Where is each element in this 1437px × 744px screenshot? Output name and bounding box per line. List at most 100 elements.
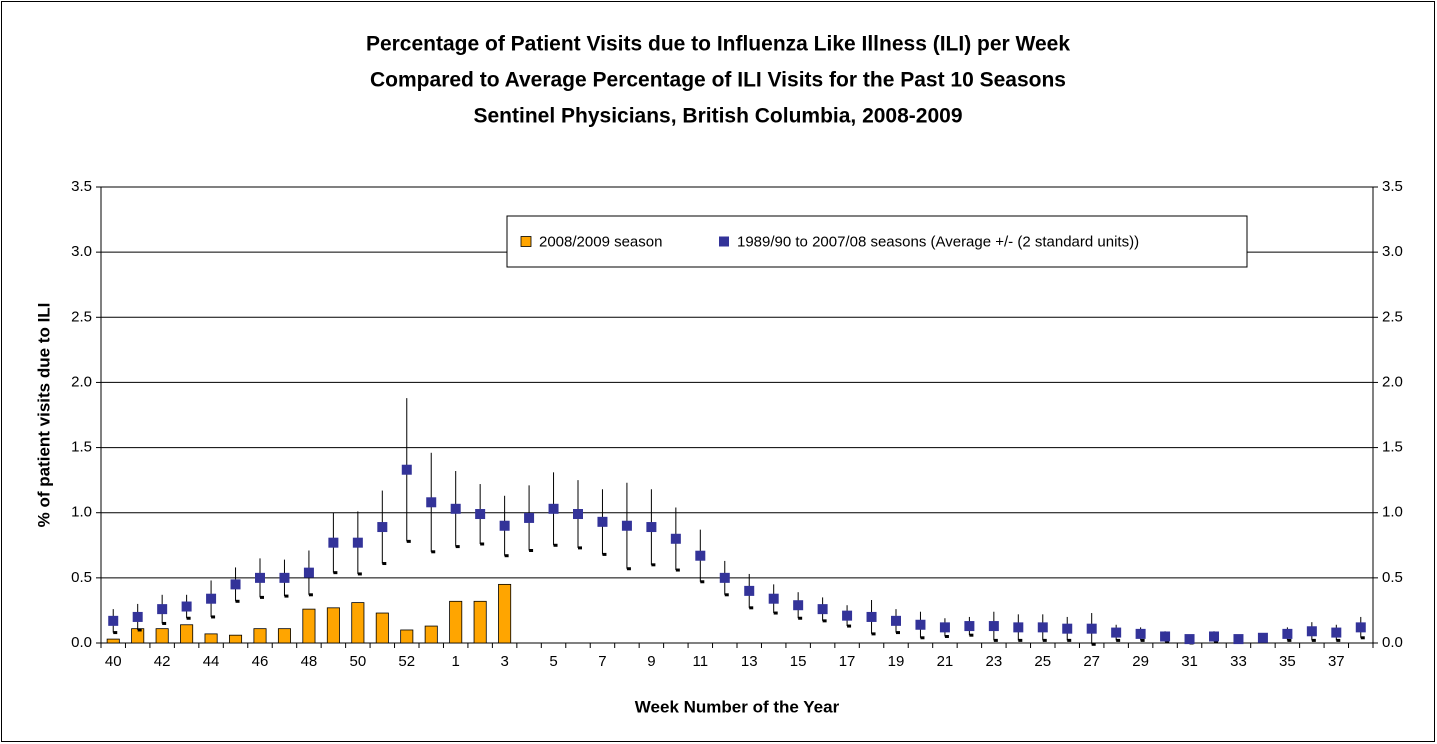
marker	[939, 622, 950, 633]
bar	[498, 583, 512, 644]
x-tick-label: 27	[1083, 653, 1100, 670]
marker	[279, 572, 290, 583]
marker	[255, 572, 265, 583]
marker	[915, 619, 926, 630]
marker	[670, 533, 681, 544]
marker	[450, 503, 461, 514]
x-tick-label: 15	[790, 653, 807, 670]
marker	[377, 522, 388, 533]
legend-box	[506, 215, 1248, 268]
bar	[253, 628, 267, 644]
x-tick-label: 33	[1230, 653, 1247, 670]
x-tick-label: 19	[888, 653, 905, 670]
x-axis-title: Week Number of the Year	[635, 697, 840, 716]
marker	[475, 509, 486, 520]
y2-tick-label: 1.0	[1382, 504, 1403, 521]
marker	[181, 601, 192, 612]
marker	[793, 600, 804, 611]
chart-title: Percentage of Patient Visits due to Infl…	[366, 33, 1070, 56]
x-tick-label: 40	[105, 653, 122, 670]
marker	[695, 550, 706, 561]
bar	[351, 602, 365, 644]
y-tick-label: 2.5	[71, 308, 92, 325]
x-tick-label: 35	[1279, 653, 1296, 670]
marker	[817, 604, 828, 615]
x-tick-label: 50	[350, 653, 367, 670]
marker	[157, 604, 168, 615]
marker	[1306, 626, 1317, 637]
x-tick-label: 3	[500, 653, 508, 670]
bar	[326, 607, 340, 644]
legend-label: 1989/90 to 2007/08 seasons (Average +/- …	[737, 233, 1139, 250]
marker	[401, 464, 412, 475]
bar	[155, 628, 169, 644]
marker	[1037, 622, 1048, 633]
marker	[1257, 632, 1268, 643]
marker	[1282, 628, 1293, 639]
y-tick-label: 0.5	[71, 569, 92, 586]
y-tick-label: 1.5	[71, 439, 92, 456]
marker	[328, 537, 339, 548]
x-tick-label: 5	[549, 653, 557, 670]
marker	[1355, 622, 1366, 633]
x-tick-label: 42	[154, 653, 171, 670]
x-tick-label: 17	[839, 653, 856, 670]
x-tick-label: 23	[986, 653, 1003, 670]
marker	[499, 520, 510, 531]
chart-title: Sentinel Physicians, British Columbia, 2…	[473, 105, 962, 128]
x-tick-label: 9	[647, 653, 655, 670]
x-tick-label: 44	[203, 653, 220, 670]
marker	[1331, 627, 1342, 638]
x-tick-label: 21	[937, 653, 954, 670]
x-tick-label: 11	[693, 653, 709, 670]
marker	[1013, 622, 1024, 633]
marker	[988, 621, 999, 632]
marker	[573, 509, 583, 520]
marker	[230, 579, 241, 590]
y-tick-label: 3.0	[71, 243, 92, 260]
x-tick-label: 1	[452, 653, 460, 670]
y-tick-label: 2.0	[71, 373, 92, 390]
marker	[964, 621, 975, 632]
marker	[548, 503, 559, 514]
bar	[106, 638, 120, 644]
y2-tick-label: 3.0	[1382, 243, 1403, 260]
y2-tick-label: 2.0	[1382, 373, 1403, 390]
y2-tick-label: 0.0	[1382, 634, 1403, 651]
x-tick-label: 52	[398, 653, 415, 670]
marker	[719, 572, 730, 583]
marker	[1160, 631, 1171, 642]
marker	[108, 615, 119, 626]
y2-tick-label: 1.5	[1382, 439, 1403, 456]
x-tick-label: 31	[1181, 653, 1198, 670]
bar	[449, 600, 463, 644]
marker	[866, 611, 877, 622]
bar	[473, 600, 487, 644]
bar	[204, 633, 218, 644]
marker	[768, 593, 779, 604]
bar	[375, 612, 389, 644]
y-tick-label: 0.0	[71, 634, 92, 651]
bar	[180, 624, 194, 644]
marker	[524, 512, 535, 523]
marker	[891, 615, 901, 626]
bar	[302, 608, 316, 644]
bar	[277, 628, 291, 644]
y-tick-label: 1.0	[71, 504, 92, 521]
marker	[426, 497, 437, 508]
bar	[229, 634, 243, 644]
y-tick-label: 3.5	[71, 178, 92, 195]
marker	[1209, 631, 1219, 642]
marker	[1086, 623, 1097, 634]
x-tick-label: 37	[1328, 653, 1345, 670]
marker	[1184, 634, 1195, 645]
x-tick-label: 48	[301, 653, 318, 670]
marker	[1111, 627, 1122, 638]
legend-swatch	[719, 236, 729, 247]
chart-title: Compared to Average Percentage of ILI Vi…	[370, 69, 1066, 92]
bar	[424, 625, 438, 644]
legend-label: 2008/2009 season	[539, 233, 662, 250]
x-tick-label: 25	[1034, 653, 1051, 670]
